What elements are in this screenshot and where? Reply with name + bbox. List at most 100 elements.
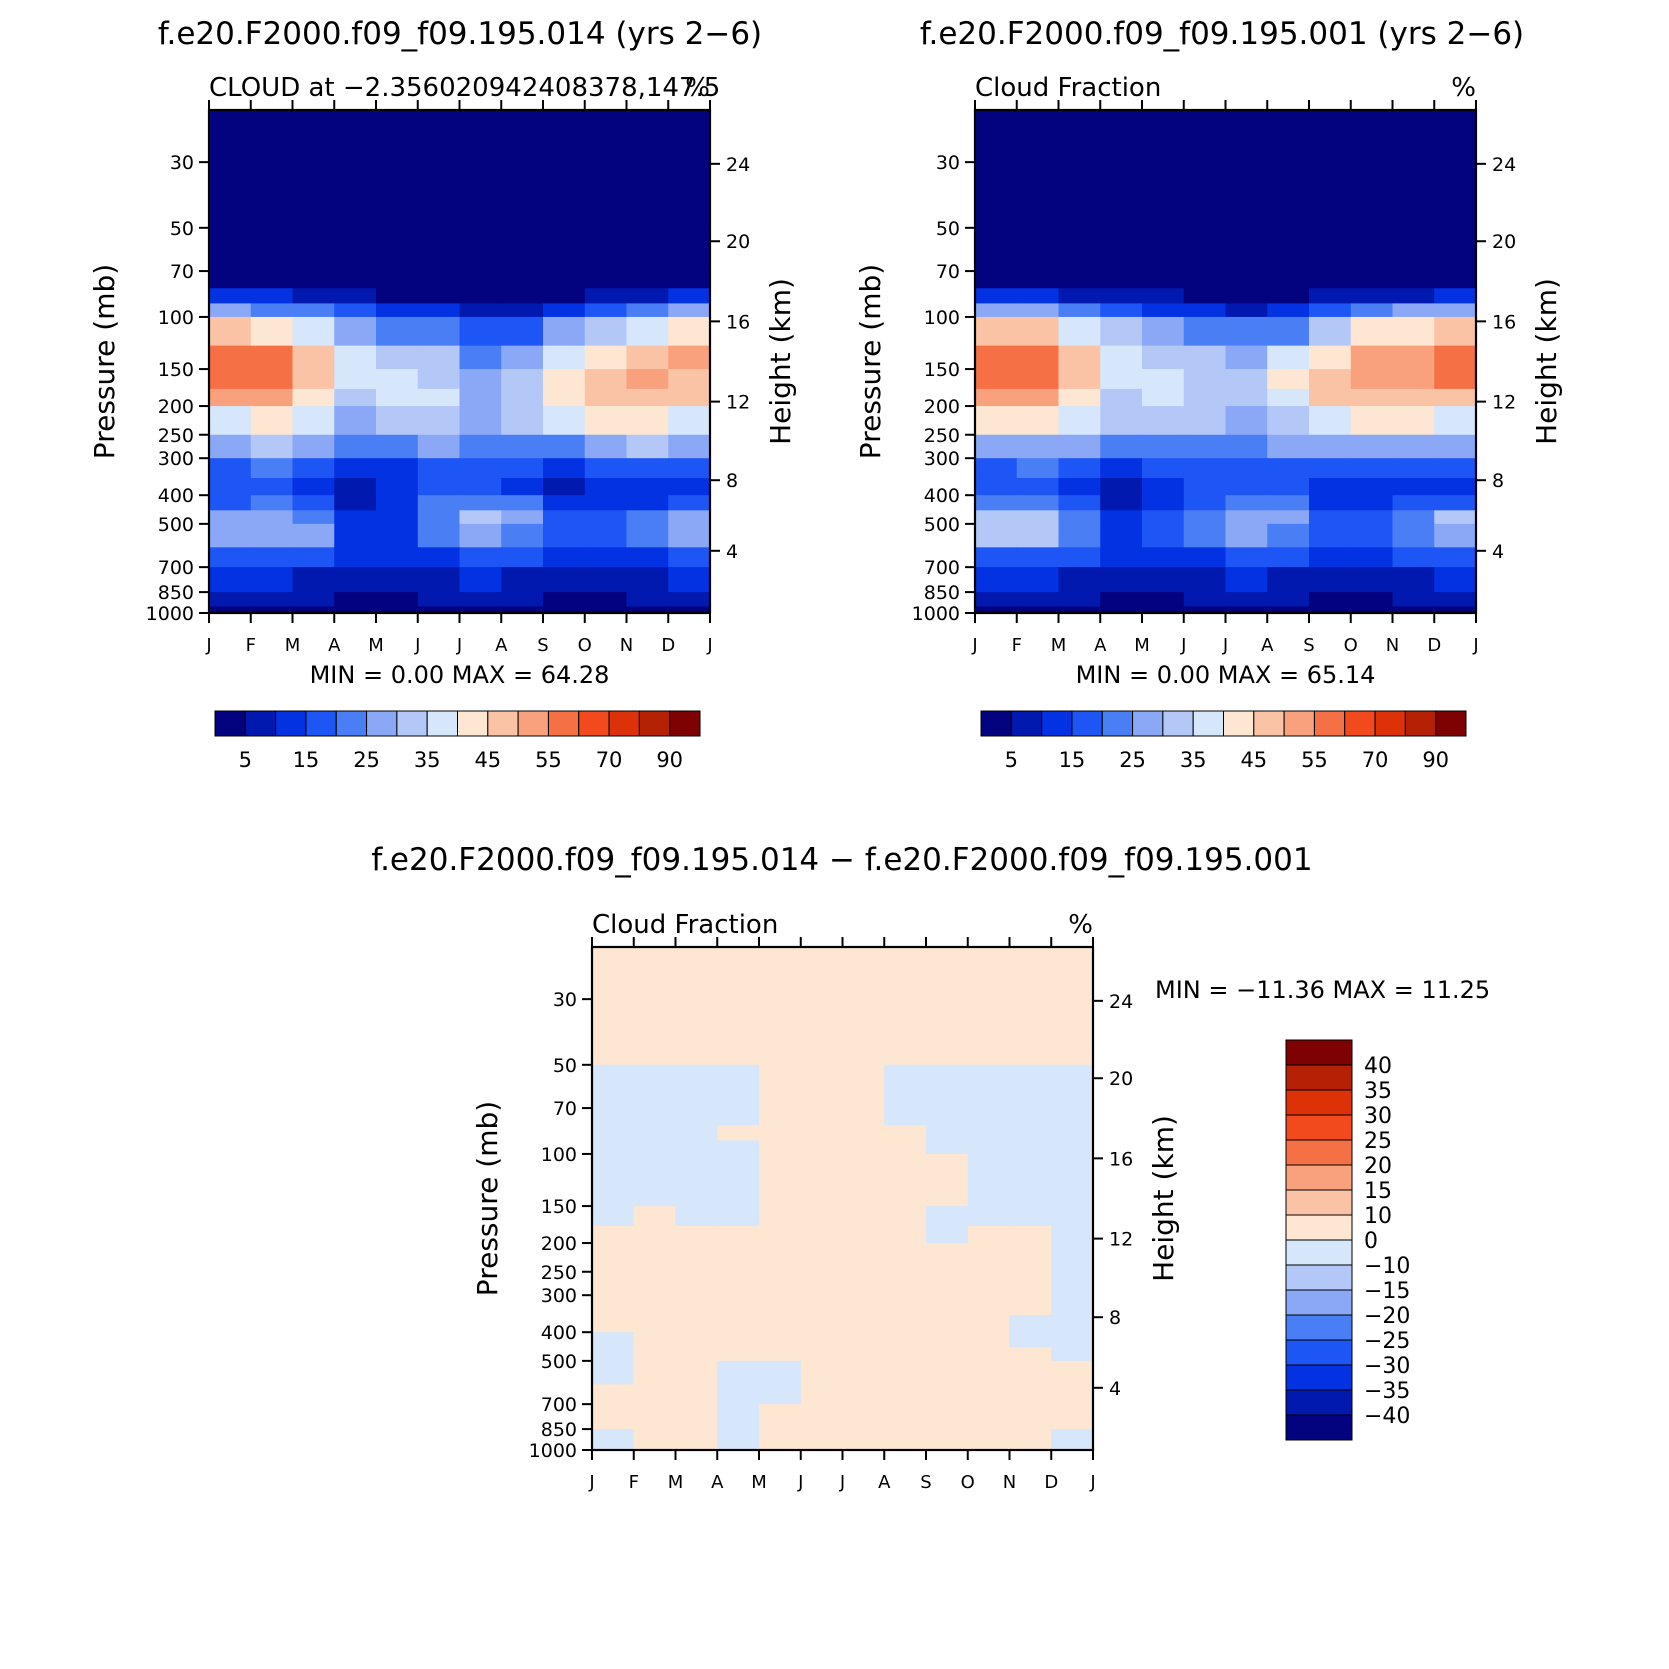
contour-cell xyxy=(1058,510,1101,525)
contour-cell xyxy=(1267,434,1310,459)
contour-cell xyxy=(975,510,1018,525)
contour-cell xyxy=(543,227,586,272)
contour-cell xyxy=(1225,458,1268,479)
contour-cell xyxy=(1309,458,1352,479)
y2-tick-label: 20 xyxy=(726,231,750,253)
contour-cell xyxy=(417,592,461,608)
contour-cell xyxy=(967,1182,1011,1207)
x-tick-label: D xyxy=(1427,635,1441,656)
contour-cell xyxy=(501,406,544,436)
contour-cell xyxy=(250,271,294,289)
contour-cell xyxy=(250,288,294,304)
y-tick-label: 250 xyxy=(924,425,960,447)
contour-cell xyxy=(543,406,586,436)
contour-cell xyxy=(501,303,544,318)
colorbar-label: 35 xyxy=(414,748,441,772)
contour-cell xyxy=(1392,606,1435,613)
contour-cell xyxy=(884,1347,927,1362)
contour-cell xyxy=(1016,592,1060,608)
contour-cell xyxy=(1309,495,1352,511)
contour-cell xyxy=(717,1182,760,1207)
contour-cell xyxy=(334,458,377,479)
contour-cell xyxy=(1434,288,1476,304)
contour-cell xyxy=(975,288,1018,304)
contour-cell xyxy=(842,1443,885,1450)
contour-cell xyxy=(1051,947,1093,1000)
contour-cell xyxy=(1100,606,1143,613)
contour-cell xyxy=(1009,947,1052,1000)
x-tick-label: M xyxy=(1134,635,1150,656)
contour-cell xyxy=(1350,606,1394,613)
contour-cell xyxy=(543,162,586,229)
contour-cell xyxy=(1267,271,1310,289)
y-tick-label: 700 xyxy=(924,557,960,579)
contour-cell xyxy=(592,1182,635,1207)
contour-cell xyxy=(717,1315,760,1333)
min-max-stats: MIN = 0.00 MAX = 65.14 xyxy=(1076,661,1376,689)
contour-cell xyxy=(1100,458,1143,479)
contour-cell xyxy=(417,345,461,370)
contour-cell xyxy=(1100,388,1143,407)
contour-cell xyxy=(800,1429,844,1445)
contour-cell xyxy=(584,303,628,318)
contour-cell xyxy=(1225,316,1268,347)
contour-cell xyxy=(967,1429,1011,1445)
y2-tick-label: 24 xyxy=(1109,991,1133,1013)
contour-cell xyxy=(1225,388,1268,407)
contour-cell xyxy=(250,369,294,390)
x-tick-label: A xyxy=(1094,635,1107,656)
contour-cell xyxy=(417,303,461,318)
contour-cell xyxy=(675,1384,718,1405)
colorbar-box xyxy=(1285,1114,1353,1141)
contour-cell xyxy=(1058,345,1101,370)
contour-cell xyxy=(1350,388,1394,407)
x-tick-label: A xyxy=(1261,635,1274,656)
contour-cell xyxy=(1434,110,1476,163)
contour-cell xyxy=(975,162,1018,229)
contour-cell xyxy=(376,547,419,568)
y2-tick-label: 4 xyxy=(1492,541,1504,563)
contour-cell xyxy=(592,1315,635,1333)
contour-cell xyxy=(759,1153,802,1184)
contour-cell xyxy=(459,434,502,459)
contour-cell xyxy=(376,592,419,608)
contour-cell xyxy=(1434,406,1476,436)
contour-cell xyxy=(501,592,544,608)
contour-cell xyxy=(1100,288,1143,304)
colorbar-box xyxy=(1162,710,1194,737)
contour-cell xyxy=(1051,999,1093,1066)
x-tick-label: J xyxy=(797,1472,803,1493)
contour-cell xyxy=(975,345,1018,370)
contour-cell xyxy=(209,510,252,525)
contour-cell xyxy=(376,388,419,407)
contour-cell xyxy=(626,162,669,229)
contour-cell xyxy=(250,606,294,613)
contour-cell xyxy=(334,592,377,608)
contour-cell xyxy=(967,1243,1011,1273)
panel-left-string: CLOUD at −2.356020942408378,147.5 xyxy=(209,73,720,103)
contour-cell xyxy=(1009,1225,1052,1244)
colorbar-box xyxy=(608,710,640,737)
colorbar-box xyxy=(1435,710,1467,737)
contour-cell xyxy=(884,1271,927,1296)
contour-cell xyxy=(543,458,586,479)
panel-right-string: % xyxy=(1068,910,1093,940)
contour-cell xyxy=(1183,495,1227,511)
contour-cell xyxy=(1142,547,1185,568)
contour-cell xyxy=(668,288,710,304)
contour-cell xyxy=(626,388,669,407)
colorbar: 5 15 25 35 45 55 70 90 xyxy=(980,710,1467,772)
contour-cell xyxy=(1392,458,1435,479)
x-tick-label: J xyxy=(1180,635,1186,656)
contour-cell xyxy=(501,606,544,613)
contour-cell xyxy=(292,606,335,613)
contour-cell xyxy=(1100,478,1143,496)
contour-cell xyxy=(376,288,419,304)
contour-cell xyxy=(1142,110,1185,163)
contour-cell xyxy=(1392,345,1435,370)
colorbar-label: 90 xyxy=(1422,748,1449,772)
contour-cell xyxy=(1142,510,1185,525)
contour-cell xyxy=(543,495,586,511)
y-tick-label: 30 xyxy=(170,152,194,174)
contour-cell xyxy=(1434,567,1476,593)
